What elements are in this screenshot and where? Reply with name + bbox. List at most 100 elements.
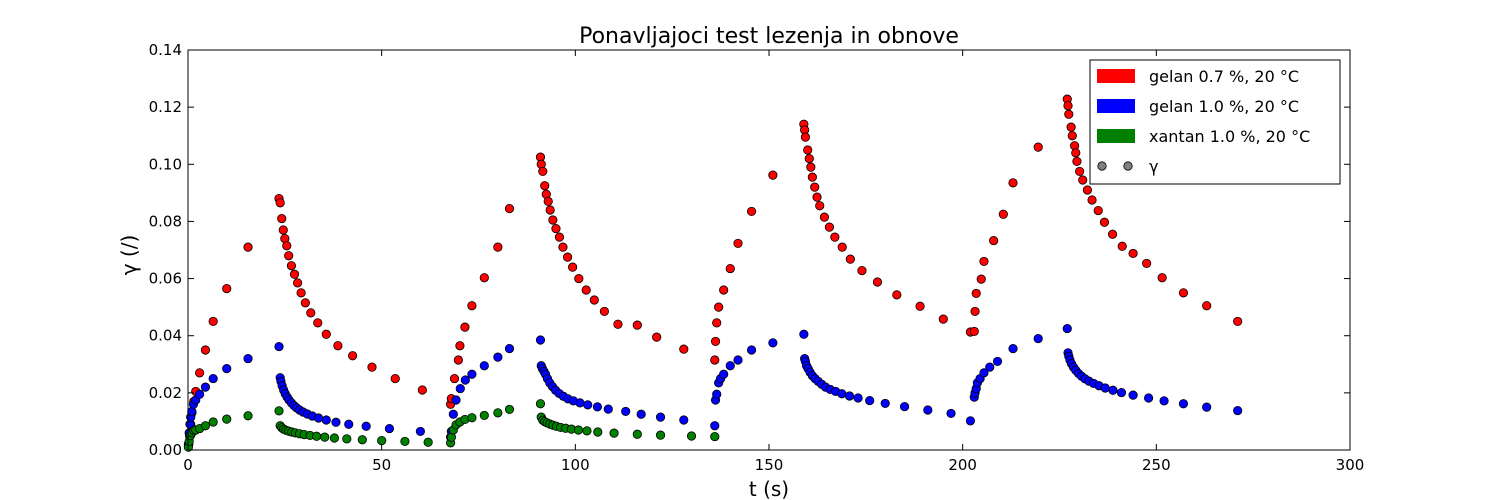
data-point-series-1 [1178,399,1189,409]
data-point-series-0 [845,254,855,264]
data-point-series-1 [768,338,778,348]
data-point-series-1 [710,421,720,431]
data-point-series-1 [865,395,875,406]
data-point-series-1 [467,369,477,379]
legend-label: gelan 1.0 %, 20 °C [1149,97,1299,116]
data-point-series-0 [872,277,883,287]
data-point-series-1 [455,383,465,394]
data-point-series-1 [535,335,546,345]
data-point-series-0 [289,269,300,279]
data-point-series-1 [837,389,847,399]
data-point-series-0 [455,341,465,351]
data-point-series-0 [1157,273,1167,283]
data-point-series-2 [479,410,489,421]
data-point-series-2 [593,427,603,437]
data-point-series-0 [574,273,584,284]
data-point-series-0 [1075,166,1085,177]
data-point-series-0 [313,318,323,328]
data-points [183,94,1243,452]
data-point-series-0 [493,242,503,252]
data-point-series-0 [479,273,489,283]
data-point-series-0 [819,212,829,222]
data-point-series-0 [278,225,288,235]
y-tick-label: 0.00 [149,441,182,459]
data-point-series-0 [1063,101,1073,111]
data-point-series-0 [1008,178,1018,188]
data-point-series-0 [824,222,835,232]
data-point-series-1 [1159,396,1169,406]
data-point-series-0 [710,336,721,347]
data-point-series-2 [467,413,477,423]
data-point-series-2 [655,430,666,440]
data-point-series-0 [998,209,1008,219]
x-axis-label: t (s) [749,477,789,500]
data-point-series-2 [582,426,592,436]
data-point-series-0 [551,223,561,234]
legend: gelan 0.7 %, 20 °C gelan 1.0 %, 20 °C xant… [1089,59,1341,185]
data-point-series-0 [652,332,662,342]
data-point-series-2 [573,425,584,435]
data-point-series-1 [853,393,863,403]
data-point-series-0 [599,306,609,317]
data-point-series-1 [331,417,341,427]
data-point-series-0 [467,301,477,311]
data-point-series-1 [1008,343,1018,354]
x-tick-label: 50 [372,456,391,474]
data-point-series-1 [946,408,956,419]
legend-label: gelan 0.7 %, 20 °C [1149,67,1299,86]
data-point-series-1 [733,355,743,365]
data-point-series-2 [535,399,546,409]
data-point-series-1 [1233,405,1243,416]
data-point-series-2 [504,404,515,415]
data-point-series-2 [377,435,387,446]
data-point-series-2 [357,435,367,445]
data-point-series-2 [423,437,433,447]
data-point-series-0 [453,355,463,365]
data-point-series-2 [609,428,619,438]
data-point-series-0 [208,316,218,327]
legend-label: γ [1149,157,1158,176]
y-tick-label: 0.10 [149,155,182,173]
data-point-series-0 [812,192,822,202]
data-point-series-0 [581,285,591,295]
data-point-series-0 [976,274,986,284]
x-tick-label: 150 [755,456,784,474]
data-point-series-0 [293,278,303,288]
x-tick-label: 100 [561,456,590,474]
data-point-series-1 [493,352,503,362]
data-point-series-0 [543,196,553,207]
data-point-series-0 [915,301,925,311]
data-point-series-2 [493,408,503,418]
data-point-series-0 [892,290,902,300]
data-point-series-0 [1233,316,1243,327]
legend-swatch [1097,129,1135,143]
y-tick-label: 0.04 [149,327,182,345]
data-point-series-0 [1072,156,1082,167]
data-point-series-0 [1142,258,1152,269]
data-point-series-1 [460,375,470,385]
data-point-series-0 [1202,301,1212,311]
data-point-series-1 [712,389,722,399]
data-point-series-2 [311,431,322,441]
data-point-series-0 [548,215,558,225]
data-point-series-0 [1117,241,1127,251]
data-point-series-0 [800,132,811,142]
data-point-series-0 [810,182,820,192]
data-point-series-0 [1087,195,1097,205]
data-point-series-1 [985,362,995,372]
data-point-series-0 [449,373,460,384]
data-point-series-0 [1093,205,1103,216]
data-point-series-0 [1178,288,1189,298]
data-point-series-0 [989,235,999,246]
data-point-series-1 [719,369,729,379]
data-point-series-0 [710,355,720,365]
data-point-series-0 [725,263,735,274]
data-point-series-0 [1066,122,1076,132]
data-point-series-0 [613,319,623,329]
data-point-series-0 [367,362,377,372]
data-point-series-1 [603,404,613,414]
data-point-series-0 [733,238,743,249]
data-point-series-1 [844,391,855,401]
data-point-series-1 [222,363,232,374]
